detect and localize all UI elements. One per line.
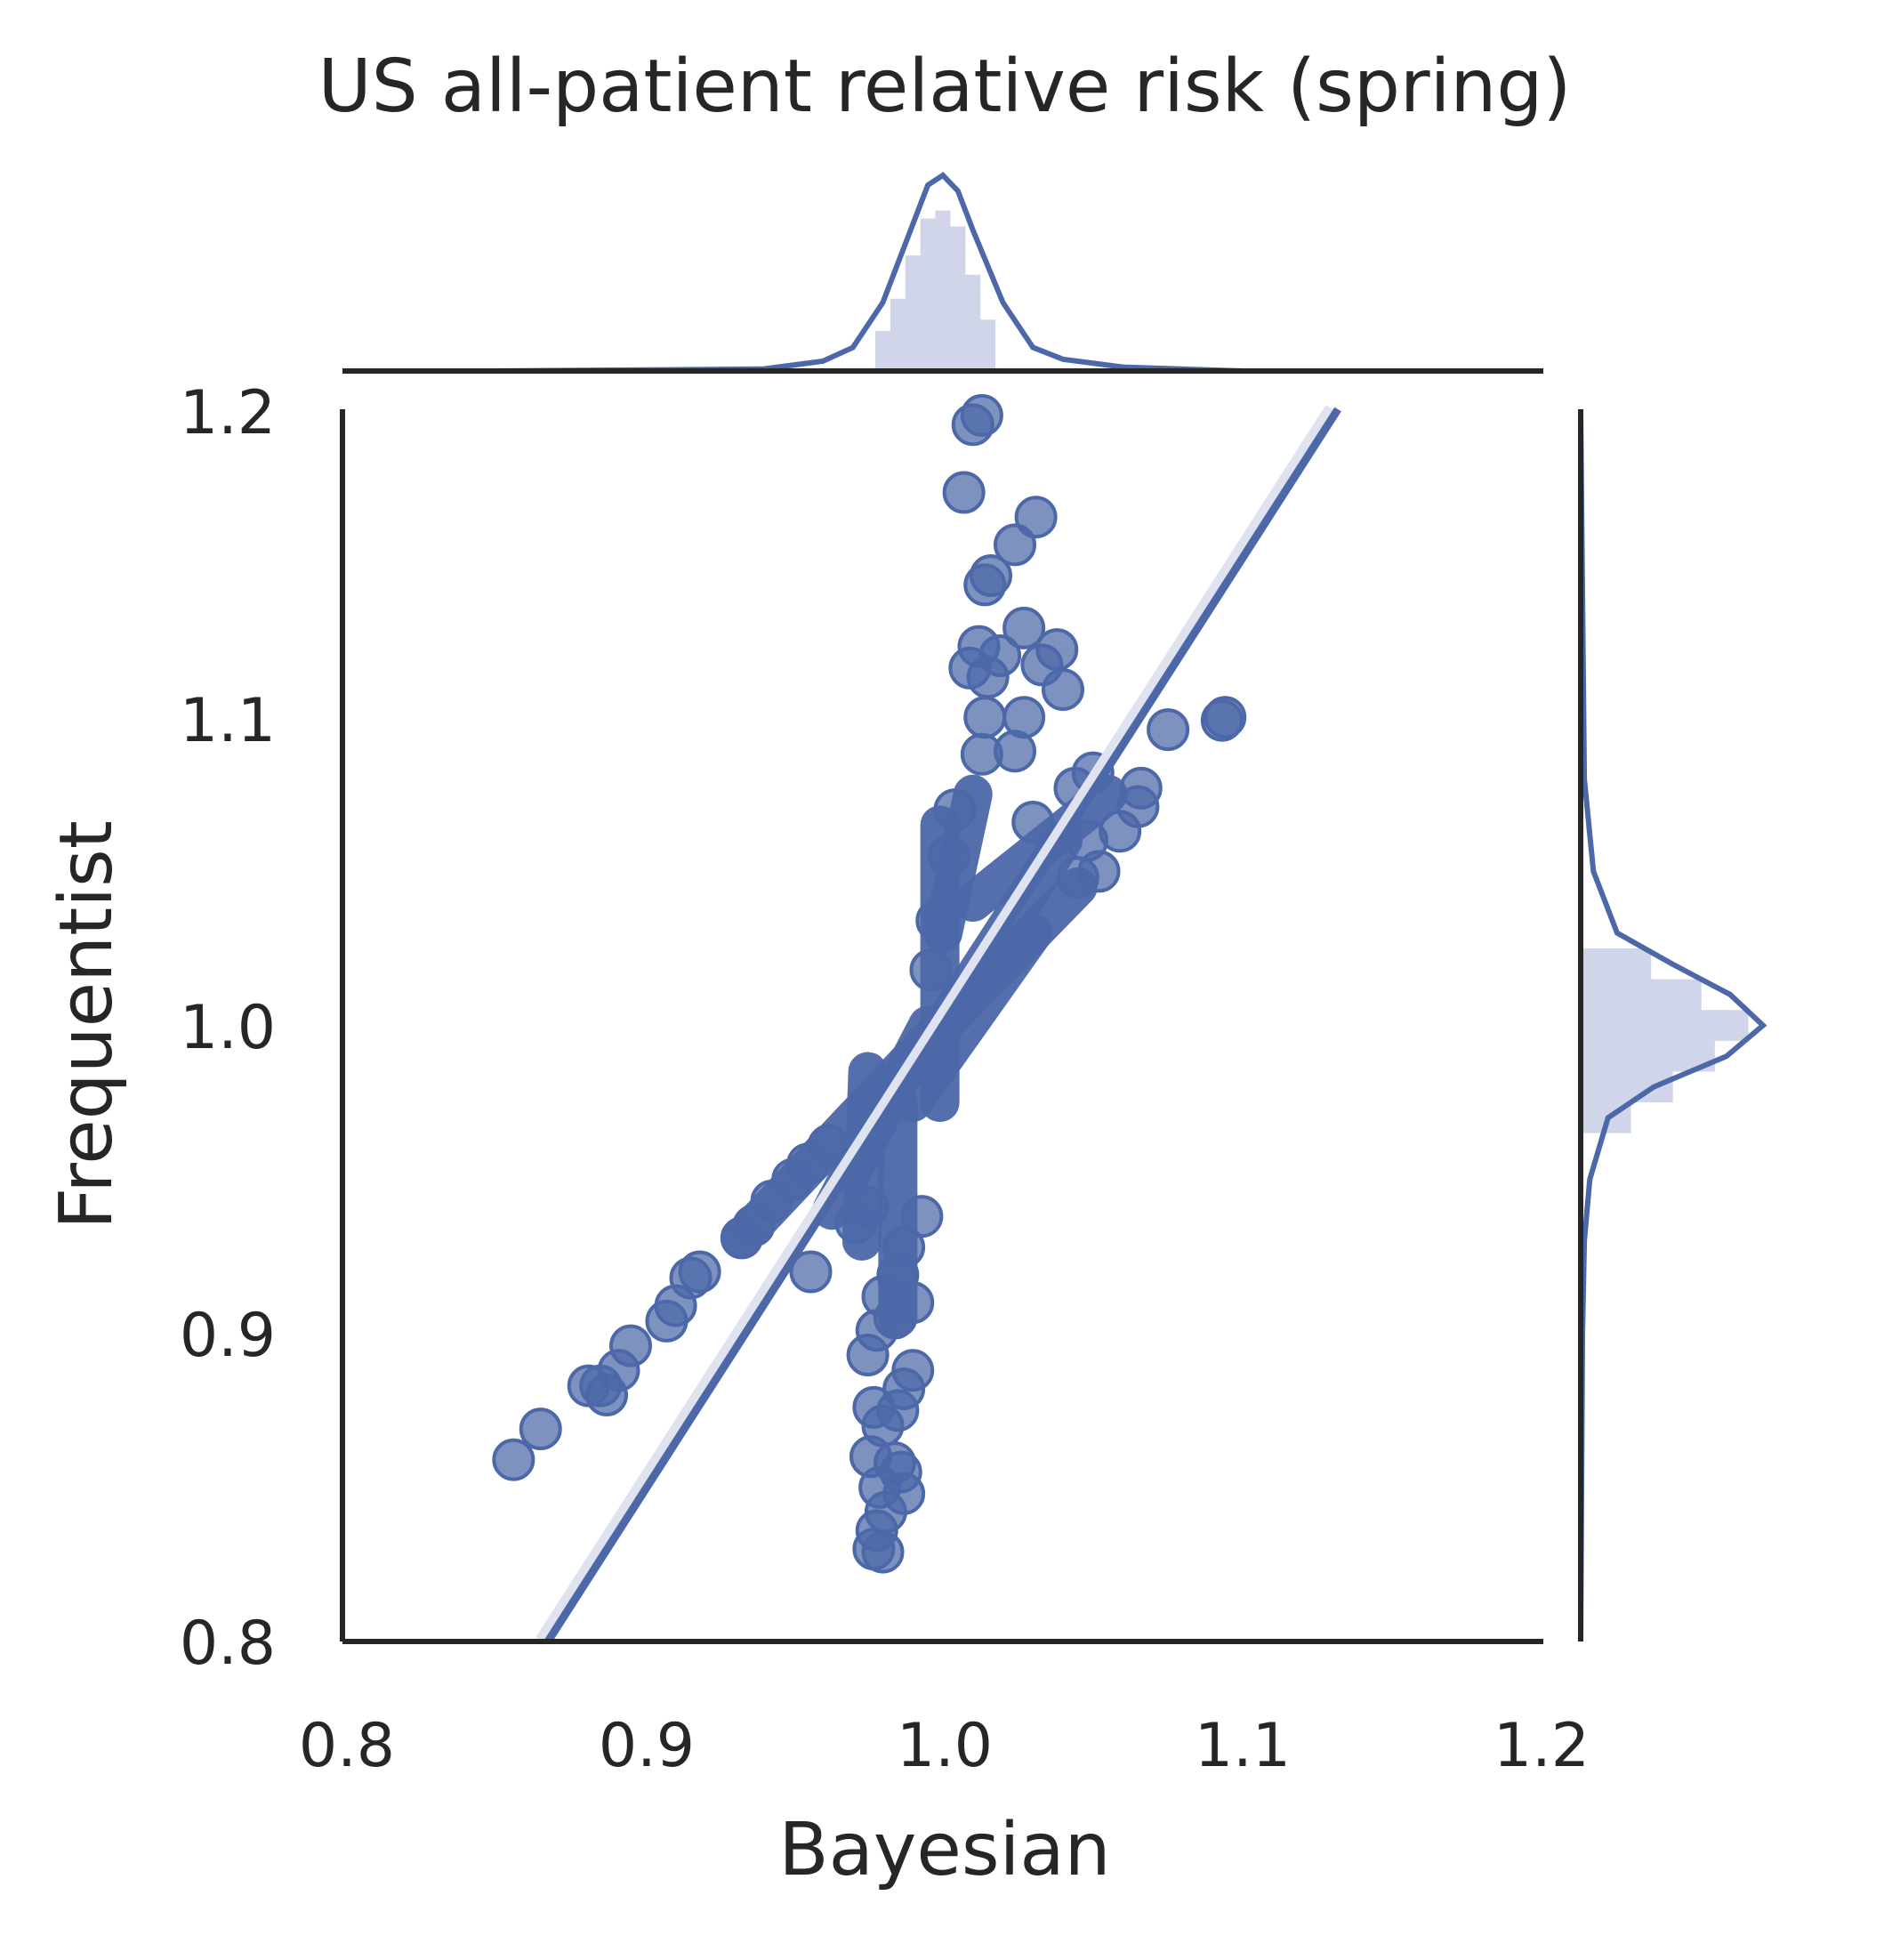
marginal-y-hist-bar (1581, 948, 1652, 980)
marginal-y-distribution (1578, 408, 1767, 1642)
scatter-point (645, 1299, 688, 1343)
x-tick-label: 1.2 (1493, 1711, 1590, 1781)
scatter-point (994, 730, 1036, 773)
y-tick-label: 1.2 (180, 378, 276, 448)
scatter-point (519, 1407, 562, 1451)
y-tick-labels: 0.8 0.9 1.0 1.1 1.2 (180, 378, 276, 1679)
scatter-point (909, 948, 953, 992)
scatter-point (1056, 856, 1099, 899)
marginal-x-kde (492, 172, 1244, 374)
axes (340, 368, 1583, 1644)
scatter-points (492, 393, 1247, 1574)
marginal-x-distribution (492, 172, 1244, 374)
dense-point-band (953, 774, 1128, 922)
marginal-x-hist-bar (920, 218, 936, 371)
marginal-x-hist-bar (980, 319, 996, 371)
scatter-point (861, 1530, 905, 1574)
x-tick-label: 0.9 (599, 1711, 695, 1781)
scatter-point (951, 403, 994, 447)
scatter-point (492, 1438, 535, 1481)
marginal-x-hist-bar (890, 298, 906, 371)
marginal-x-hist-bar (875, 330, 890, 371)
marginal-y-hist-bar (1581, 1010, 1749, 1041)
x-tick-label: 0.8 (299, 1711, 395, 1781)
scatter-point (948, 646, 992, 690)
scatter-point (942, 471, 986, 514)
y-tick-label: 0.9 (180, 1301, 276, 1371)
x-tick-labels: 0.8 0.9 1.0 1.1 1.2 (299, 1711, 1590, 1781)
scatter-point (963, 563, 1007, 607)
marginal-x-hist-bar (935, 210, 951, 371)
scatter-point (1042, 668, 1084, 712)
regression-line (544, 407, 1341, 1641)
scatter-point (933, 788, 977, 832)
scatter-point (994, 523, 1036, 567)
marginal-y-hist-bar (1581, 979, 1702, 1011)
y-tick-label: 1.0 (180, 993, 276, 1063)
y-tick-label: 1.1 (180, 686, 276, 756)
marginal-y-kde (1578, 408, 1767, 1642)
x-axis-label: Bayesian (778, 1808, 1110, 1892)
chart-title: US all-patient relative risk (spring) (318, 44, 1572, 129)
scatter-point (846, 1333, 890, 1376)
x-tick-label: 1.0 (897, 1711, 993, 1781)
marginal-y-hist-bar (1581, 1040, 1715, 1072)
scatter-point (1002, 606, 1046, 649)
scatter-point (789, 1250, 833, 1294)
scatter-point (585, 1374, 628, 1416)
marginal-x-hist-bar (950, 226, 966, 371)
y-tick-label: 0.8 (180, 1609, 276, 1679)
scatter-point (1011, 800, 1055, 843)
scatter-point (963, 696, 1007, 739)
scatter-point (891, 1281, 935, 1325)
scatter-plot-area (492, 393, 1341, 1641)
regression-line-group (535, 405, 1341, 1641)
scatter-point (927, 835, 970, 878)
scatter-point (1147, 708, 1190, 752)
scatter-point (834, 1201, 878, 1245)
marginal-x-hist-bar (905, 255, 921, 371)
x-tick-label: 1.1 (1195, 1711, 1291, 1781)
regression-ci-band (535, 405, 1340, 1641)
scatter-point (807, 1124, 850, 1167)
marginal-x-hist-bar (965, 274, 981, 371)
dense-point-band (893, 913, 1053, 1123)
scatter-point (1204, 696, 1247, 739)
y-axis-label: Frequentist (44, 820, 129, 1230)
scatter-point (915, 899, 959, 942)
